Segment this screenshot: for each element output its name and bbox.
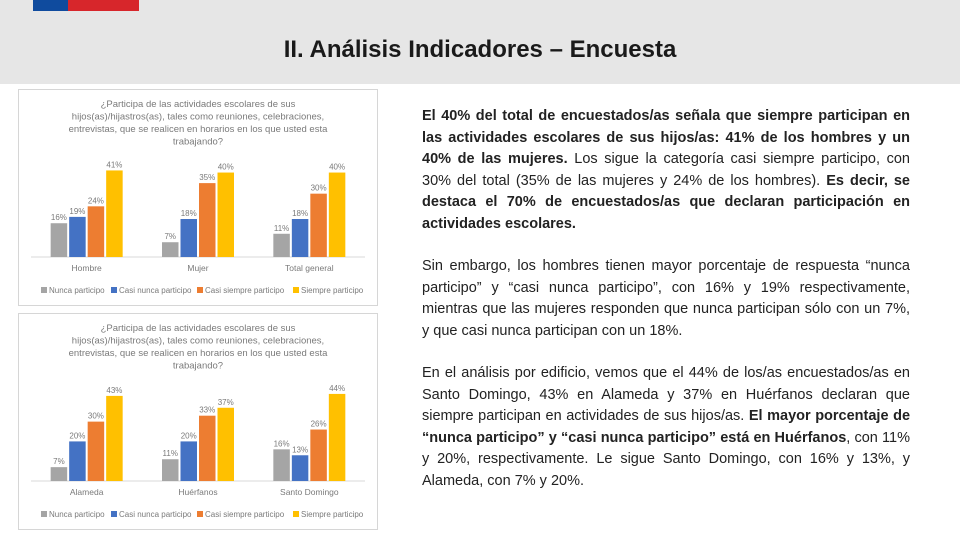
- data-label: 7%: [53, 457, 65, 466]
- category-label: Alameda: [70, 487, 104, 497]
- data-label: 13%: [292, 445, 308, 454]
- flag-blue-stripe: [33, 0, 68, 11]
- bar-3: [217, 172, 234, 257]
- chart-title-line: ¿Participa de las actividades escolares …: [101, 323, 296, 334]
- bar-0: [273, 233, 290, 257]
- category-label: Huérfanos: [178, 487, 217, 497]
- legend-label: Siempre participo: [301, 286, 364, 295]
- header-bar: II. Análisis Indicadores – Encuesta: [0, 0, 960, 84]
- bar-1: [180, 219, 197, 257]
- data-label: 20%: [69, 431, 85, 440]
- paragraph-overall: El 40% del total de encuestados/as señal…: [422, 106, 910, 235]
- legend-swatch: [111, 511, 117, 517]
- data-label: 16%: [51, 213, 67, 222]
- data-label: 11%: [274, 224, 289, 233]
- chart-building: ¿Participa de las actividades escolares …: [18, 313, 378, 530]
- bar-2: [199, 415, 216, 481]
- bar-1: [69, 441, 86, 481]
- legend-swatch: [197, 287, 203, 293]
- data-label: 43%: [106, 386, 122, 395]
- data-label: 24%: [88, 196, 104, 205]
- legend-swatch: [111, 287, 117, 293]
- legend-swatch: [41, 511, 47, 517]
- chart-title-line: ¿Participa de las actividades escolares …: [101, 99, 296, 110]
- p3-segment: El mayor porcentaje de “nunca participo”…: [422, 408, 911, 446]
- analysis-text: El 40% del total de encuestados/as señal…: [422, 106, 910, 513]
- data-label: 19%: [69, 207, 85, 216]
- data-label: 20%: [181, 431, 197, 440]
- chart-title-line: hijos(as)/hijastros(as), tales como reun…: [72, 112, 324, 123]
- chart-title-line: hijos(as)/hijastros(as), tales como reun…: [72, 336, 324, 347]
- chart-gender: ¿Participa de las actividades escolares …: [18, 89, 378, 306]
- bar-3: [328, 172, 346, 257]
- legend-swatch: [293, 511, 299, 517]
- p1-segment: Es decir, se destaca el 70% de encuestad…: [422, 172, 910, 232]
- data-label: 26%: [311, 420, 327, 429]
- bar-0: [162, 459, 179, 481]
- bar-3: [217, 407, 234, 481]
- bar-1: [180, 441, 197, 481]
- legend-label: Nunca participo: [49, 286, 105, 295]
- p3-segment: En el análisis por edificio, vemos que e…: [422, 365, 910, 424]
- category-label: Santo Domingo: [280, 487, 339, 497]
- flag-red-stripe: [68, 0, 139, 11]
- bar-2: [199, 183, 216, 257]
- data-label: 40%: [218, 163, 234, 172]
- p1-segment: El 40% del total de encuestados/as señal…: [422, 108, 910, 167]
- bar-0: [50, 223, 68, 257]
- legend-label: Casi nunca participo: [119, 510, 192, 519]
- category-label: Mujer: [187, 263, 208, 273]
- data-label: 16%: [274, 439, 290, 448]
- p3-segment: , con 11% y 20%, respectivamente. Le sig…: [422, 429, 910, 489]
- chart-building-svg: ¿Participa de las actividades escolares …: [31, 323, 365, 519]
- legend-label: Nunca participo: [49, 510, 105, 519]
- data-label: 11%: [163, 449, 178, 458]
- bar-3: [328, 393, 346, 481]
- bar-2: [87, 206, 105, 257]
- legend-label: Casi siempre participo: [205, 510, 285, 519]
- bar-1: [291, 455, 309, 481]
- paragraph-building: En el análisis por edificio, vemos que e…: [422, 363, 910, 492]
- paragraph-gender: Sin embargo, los hombres tienen mayor po…: [422, 256, 910, 342]
- bar-0: [50, 467, 68, 481]
- data-label: 30%: [88, 412, 104, 421]
- legend-swatch: [293, 287, 299, 293]
- data-label: 35%: [199, 173, 215, 182]
- category-label: Hombre: [72, 263, 103, 273]
- bar-0: [162, 242, 179, 257]
- bar-0: [273, 449, 290, 481]
- legend-label: Casi siempre participo: [205, 286, 285, 295]
- page-title: II. Análisis Indicadores – Encuesta: [283, 36, 677, 63]
- category-label: Total general: [285, 263, 334, 273]
- data-label: 30%: [311, 184, 327, 193]
- legend-label: Siempre participo: [301, 510, 364, 519]
- bar-1: [291, 219, 309, 257]
- p1-segment: Los sigue la categoría casi siempre part…: [422, 151, 910, 189]
- data-label: 40%: [329, 163, 345, 172]
- bar-3: [106, 395, 123, 481]
- legend-label: Casi nunca participo: [119, 286, 192, 295]
- bar-3: [106, 170, 123, 257]
- data-label: 41%: [106, 160, 122, 169]
- p2-segment: Sin embargo, los hombres tienen mayor po…: [422, 258, 910, 339]
- legend-swatch: [41, 287, 47, 293]
- data-label: 44%: [329, 384, 345, 393]
- bar-2: [87, 421, 105, 481]
- chart-title-line: trabajando?: [173, 361, 223, 372]
- data-label: 18%: [292, 209, 308, 218]
- legend-swatch: [197, 511, 203, 517]
- data-label: 37%: [218, 398, 234, 407]
- data-label: 7%: [164, 232, 176, 241]
- chart-title-line: entrevistas, que se realicen en horarios…: [69, 348, 328, 359]
- data-label: 18%: [181, 209, 197, 218]
- chart-title-line: trabajando?: [173, 137, 223, 148]
- chart-gender-svg: ¿Participa de las actividades escolares …: [31, 99, 365, 295]
- bar-2: [310, 429, 327, 481]
- bar-1: [69, 216, 86, 257]
- chart-title-line: entrevistas, que se realicen en horarios…: [69, 124, 328, 135]
- bar-2: [310, 193, 327, 257]
- data-label: 33%: [199, 406, 215, 415]
